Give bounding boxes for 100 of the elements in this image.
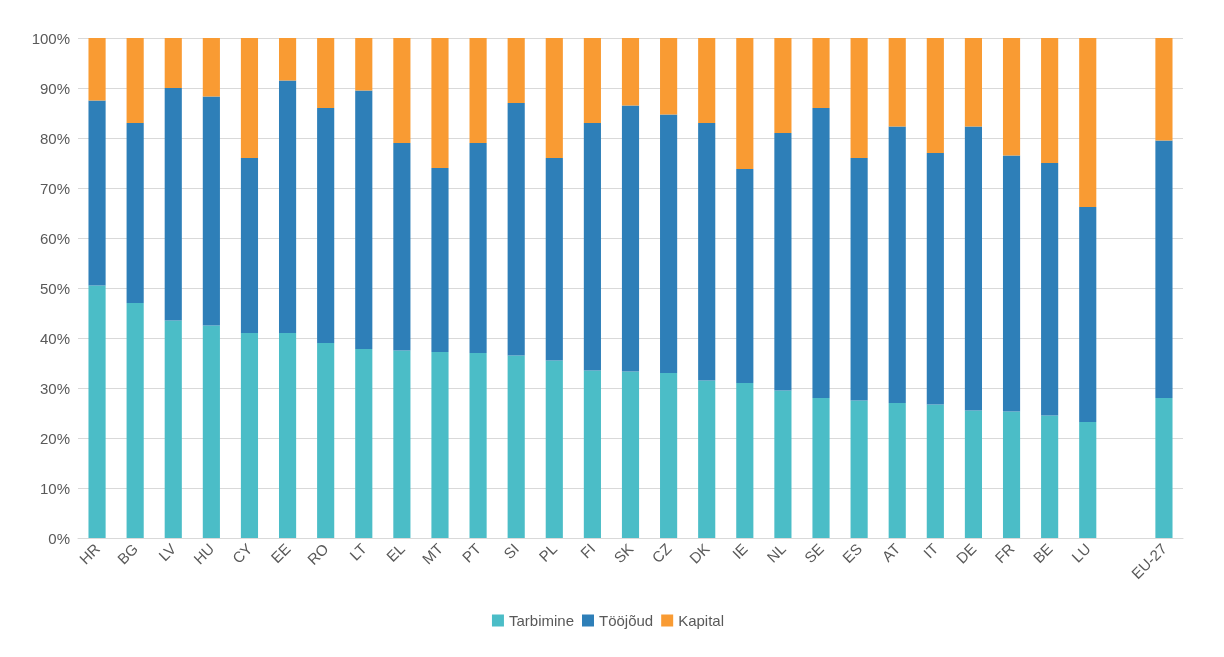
x-tick-label: IT [919, 539, 942, 562]
bar [660, 38, 678, 115]
x-tick-label: ES [838, 539, 866, 567]
bar [545, 360, 563, 538]
bar [469, 143, 487, 353]
x-tick-label: PL [535, 539, 561, 565]
bar [88, 38, 106, 101]
x-tick-label: EL [382, 539, 408, 565]
bar [126, 303, 144, 538]
bar [1002, 38, 1021, 156]
bar [393, 350, 411, 538]
bar [850, 158, 868, 401]
bar [431, 352, 449, 538]
bar [964, 126, 982, 411]
bar [812, 108, 830, 398]
bar [507, 38, 525, 103]
y-tick-label: 80% [39, 129, 70, 147]
bar [393, 38, 411, 143]
x-tick-label: SI [500, 539, 523, 563]
bar [1002, 155, 1021, 412]
bar [660, 373, 678, 538]
bar [317, 38, 335, 108]
bar [774, 390, 792, 538]
bar [850, 400, 868, 538]
bar [126, 38, 144, 123]
bar [621, 105, 640, 372]
bar [583, 370, 601, 538]
bar [1041, 415, 1059, 538]
x-tick-label: LU [1068, 539, 1094, 566]
bar [926, 404, 944, 538]
bar [736, 169, 754, 383]
y-tick-label: 60% [39, 229, 70, 247]
bar [431, 38, 449, 168]
bar [88, 285, 106, 538]
bar [355, 38, 373, 91]
bar [545, 158, 563, 361]
bar [469, 353, 487, 538]
bar [545, 38, 563, 158]
bar [888, 126, 906, 403]
x-tick-label: CZ [648, 539, 675, 567]
bar [240, 158, 259, 333]
bar [202, 325, 220, 538]
y-tick-label: 0% [48, 529, 70, 547]
bar [1155, 38, 1173, 141]
bar [355, 349, 373, 538]
bar [431, 168, 449, 352]
x-tick-label: AT [878, 539, 904, 565]
bar [621, 371, 640, 538]
bar [698, 123, 716, 381]
x-tick-label: CY [228, 539, 256, 567]
bar [736, 38, 754, 169]
x-tick-label: RO [303, 539, 332, 568]
x-tick-label: FR [991, 539, 1018, 567]
bar [774, 133, 792, 391]
y-tick-label: 90% [39, 79, 70, 97]
bar [1041, 38, 1059, 163]
x-tick-label: HR [75, 539, 104, 568]
x-tick-label: LT [346, 539, 370, 564]
bar [355, 90, 373, 349]
x-tick-label: HU [190, 539, 218, 568]
bar [1041, 163, 1059, 416]
y-tick-label: 50% [39, 279, 70, 297]
bar [240, 333, 259, 538]
bar [888, 403, 906, 538]
x-tick-label: PT [458, 539, 485, 566]
x-tick-label: NL [763, 539, 789, 566]
bar [164, 320, 182, 538]
bar [279, 38, 297, 81]
x-tick-label: SK [610, 539, 637, 567]
y-tick-label: 40% [39, 329, 70, 347]
bar [698, 380, 716, 538]
bar [926, 38, 944, 153]
bar [202, 96, 220, 326]
bar [317, 343, 335, 538]
y-tick-label: 100% [31, 29, 70, 47]
bar [621, 38, 640, 106]
bar [964, 38, 982, 127]
bar [202, 38, 220, 97]
y-tick-label: 70% [39, 179, 70, 197]
bar [126, 123, 144, 303]
bar [774, 38, 792, 133]
bar [964, 410, 982, 538]
bar [583, 38, 601, 123]
bar [1155, 140, 1173, 398]
bar [164, 88, 182, 321]
bar [1079, 38, 1097, 207]
x-tick-label: DK [685, 539, 713, 567]
bar [317, 108, 335, 343]
bar [850, 38, 868, 158]
bar [926, 153, 944, 405]
x-tick-label: EE [267, 539, 294, 567]
bar [583, 123, 601, 371]
bar [736, 383, 754, 538]
bar [279, 80, 297, 333]
bar [279, 333, 297, 538]
bar [812, 38, 830, 108]
bar [88, 100, 106, 286]
bar [660, 114, 678, 373]
x-tick-label: IE [728, 539, 751, 563]
bar [469, 38, 487, 143]
